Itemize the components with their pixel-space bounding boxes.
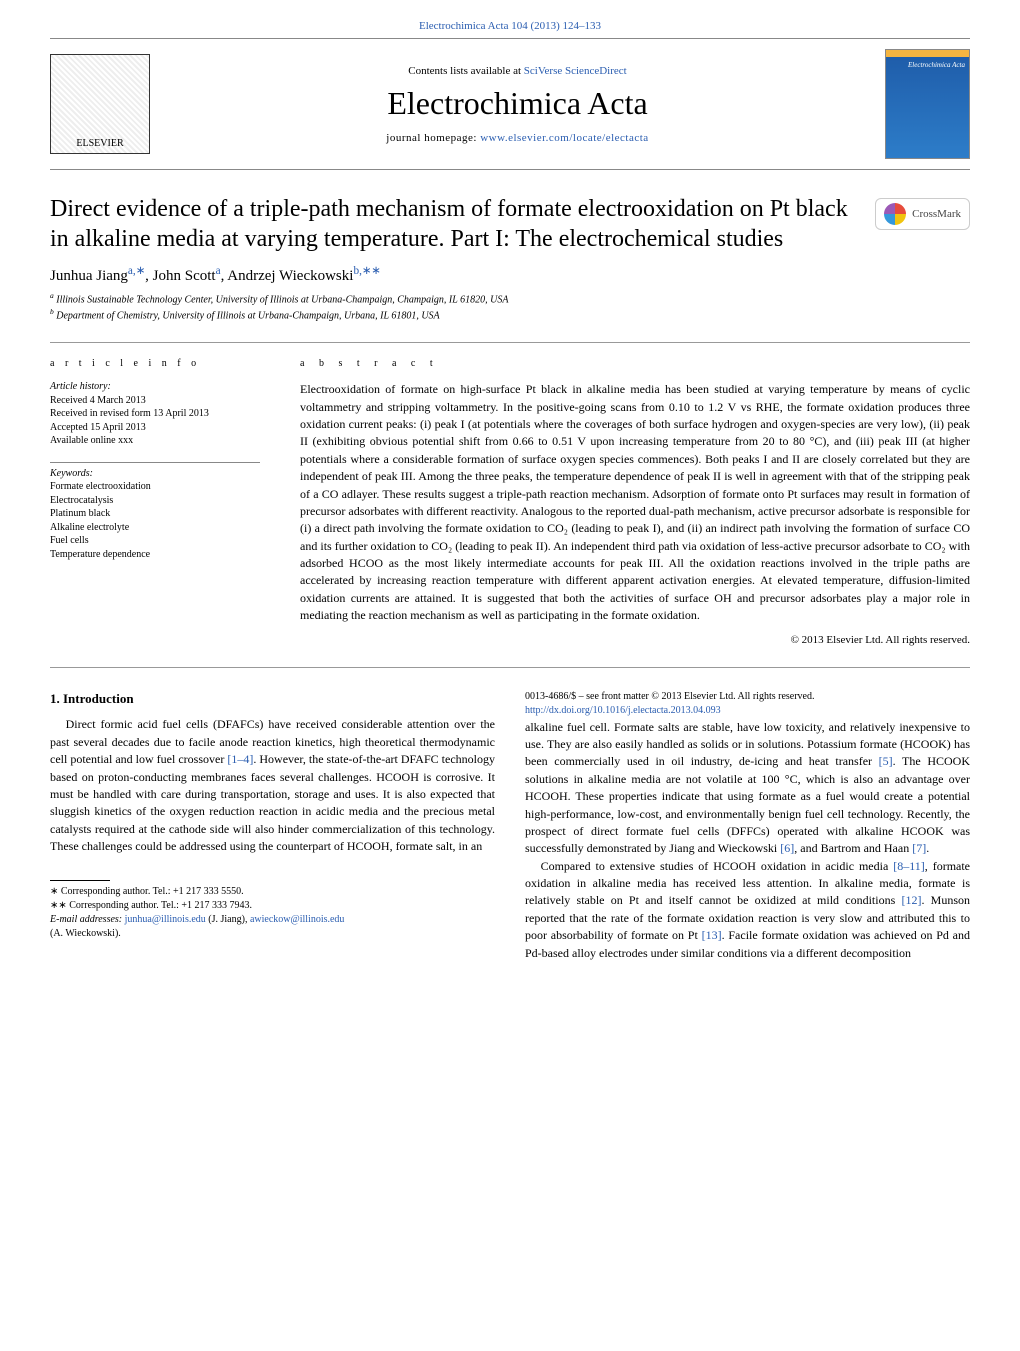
keyword-2: Electrocatalysis xyxy=(50,494,260,508)
affiliation-a: a Illinois Sustainable Technology Center… xyxy=(50,291,970,307)
title-row: Direct evidence of a triple-path mechani… xyxy=(50,194,970,254)
keyword-3: Platinum black xyxy=(50,507,260,521)
running-head: Electrochimica Acta 104 (2013) 124–133 xyxy=(50,20,970,32)
cover-thumb-stripe xyxy=(886,50,969,57)
elsevier-logo-text: ELSEVIER xyxy=(76,138,123,149)
para-2: alkaline fuel cell. Formate salts are st… xyxy=(525,719,970,858)
corr-author-1: ∗ Corresponding author. Tel.: +1 217 333… xyxy=(50,885,495,899)
corr-emails: E-mail addresses: junhua@illinois.edu (J… xyxy=(50,913,495,941)
history-accepted: Accepted 15 April 2013 xyxy=(50,421,260,435)
author-1: Junhua Jiang xyxy=(50,268,128,284)
article-info-row: a r t i c l e i n f o Article history: R… xyxy=(50,342,970,668)
history-revised: Received in revised form 13 April 2013 xyxy=(50,407,260,421)
running-head-link[interactable]: Electrochimica Acta 104 (2013) 124–133 xyxy=(419,20,601,32)
affiliation-a-text: Illinois Sustainable Technology Center, … xyxy=(56,294,508,305)
affiliation-b: b Department of Chemistry, University of… xyxy=(50,307,970,323)
journal-homepage: journal homepage: www.elsevier.com/locat… xyxy=(150,132,885,144)
homepage-label: journal homepage: xyxy=(386,132,477,144)
ref-1-4[interactable]: [1–4] xyxy=(227,752,253,766)
email-2-who: (A. Wieckowski). xyxy=(50,927,495,941)
author-3-affil: b,∗∗ xyxy=(353,265,380,277)
author-1-affil-link[interactable]: a,∗ xyxy=(128,265,145,277)
doi-link[interactable]: http://dx.doi.org/10.1016/j.electacta.20… xyxy=(525,705,721,716)
header-band: ELSEVIER Contents lists available at Sci… xyxy=(50,43,970,165)
footnotes: ∗ Corresponding author. Tel.: +1 217 333… xyxy=(50,880,495,941)
author-3: , Andrzej Wieckowski xyxy=(221,268,354,284)
para-1: Direct formic acid fuel cells (DFAFCs) h… xyxy=(50,716,495,855)
abstract-copyright: © 2013 Elsevier Ltd. All rights reserved… xyxy=(300,633,970,649)
para-3a: Compared to extensive studies of HCOOH o… xyxy=(541,859,894,873)
sciencedirect-link[interactable]: SciVerse ScienceDirect xyxy=(524,65,627,77)
cover-thumb-title: Electrochimica Acta xyxy=(886,57,969,69)
rule-header-bottom xyxy=(50,169,970,170)
ref-13[interactable]: [13] xyxy=(702,928,722,942)
author-2: , John Scott xyxy=(145,268,215,284)
email-1-link[interactable]: junhua@illinois.edu xyxy=(125,914,206,925)
bottom-meta: 0013-4686/$ – see front matter © 2013 El… xyxy=(525,690,970,719)
keywords-block: Keywords: Formate electrooxidation Elect… xyxy=(50,467,260,562)
header-center: Contents lists available at SciVerse Sci… xyxy=(150,65,885,144)
affiliations: a Illinois Sustainable Technology Center… xyxy=(50,291,970,324)
journal-title: Electrochimica Acta xyxy=(150,85,885,122)
article-info-heading: a r t i c l e i n f o xyxy=(50,357,260,371)
email-2-link[interactable]: awieckow@illinois.edu xyxy=(250,914,344,925)
contents-line-text: Contents lists available at xyxy=(408,65,521,77)
rule-info-mid xyxy=(50,462,260,463)
keyword-5: Fuel cells xyxy=(50,534,260,548)
ref-8-11[interactable]: [8–11] xyxy=(893,859,925,873)
contents-line: Contents lists available at SciVerse Sci… xyxy=(150,65,885,77)
crossmark-badge[interactable]: CrossMark xyxy=(875,198,970,230)
emails-label: E-mail addresses: xyxy=(50,914,122,925)
ref-12[interactable]: [12] xyxy=(901,893,921,907)
rule-top xyxy=(50,38,970,39)
paper-title: Direct evidence of a triple-path mechani… xyxy=(50,194,861,254)
author-1-affil: a,∗ xyxy=(128,265,145,277)
abstract-block: a b s t r a c t Electrooxidation of form… xyxy=(300,357,970,649)
email-1-who: (J. Jiang), xyxy=(206,914,250,925)
para-2d: . xyxy=(926,841,929,855)
ref-6[interactable]: [6] xyxy=(780,841,794,855)
keyword-6: Temperature dependence xyxy=(50,548,260,562)
authors: Junhua Jianga,∗, John Scotta, Andrzej Wi… xyxy=(50,264,970,285)
history-label: Article history: xyxy=(50,380,260,394)
abstract-heading: a b s t r a c t xyxy=(300,357,970,372)
body-columns: 1. Introduction Direct formic acid fuel … xyxy=(50,690,970,962)
homepage-link[interactable]: www.elsevier.com/locate/electacta xyxy=(480,132,649,144)
keywords-label: Keywords: xyxy=(50,467,260,481)
affiliation-b-text: Department of Chemistry, University of I… xyxy=(56,311,439,322)
crossmark-label: CrossMark xyxy=(912,208,961,220)
para-3: Compared to extensive studies of HCOOH o… xyxy=(525,858,970,962)
footnote-rule xyxy=(50,880,110,881)
ref-5[interactable]: [5] xyxy=(879,754,893,768)
crossmark-icon xyxy=(884,203,906,225)
keyword-4: Alkaline electrolyte xyxy=(50,521,260,535)
abstract-text: Electrooxidation of formate on high-surf… xyxy=(300,381,970,624)
ref-7[interactable]: [7] xyxy=(912,841,926,855)
section-1-heading: 1. Introduction xyxy=(50,690,495,709)
elsevier-logo: ELSEVIER xyxy=(50,54,150,154)
para-2c: , and Bartrom and Haan xyxy=(794,841,912,855)
author-3-affil-link[interactable]: b,∗∗ xyxy=(353,265,380,277)
para-1b: . However, the state-of-the-art DFAFC te… xyxy=(50,752,495,853)
history-received: Received 4 March 2013 xyxy=(50,394,260,408)
article-info-left: a r t i c l e i n f o Article history: R… xyxy=(50,357,260,649)
issn-line: 0013-4686/$ – see front matter © 2013 El… xyxy=(525,690,970,705)
journal-cover-thumb: Electrochimica Acta xyxy=(885,49,970,159)
keyword-1: Formate electrooxidation xyxy=(50,480,260,494)
article-history: Article history: Received 4 March 2013 R… xyxy=(50,380,260,448)
corr-author-2: ∗∗ Corresponding author. Tel.: +1 217 33… xyxy=(50,899,495,913)
history-online: Available online xxx xyxy=(50,434,260,448)
